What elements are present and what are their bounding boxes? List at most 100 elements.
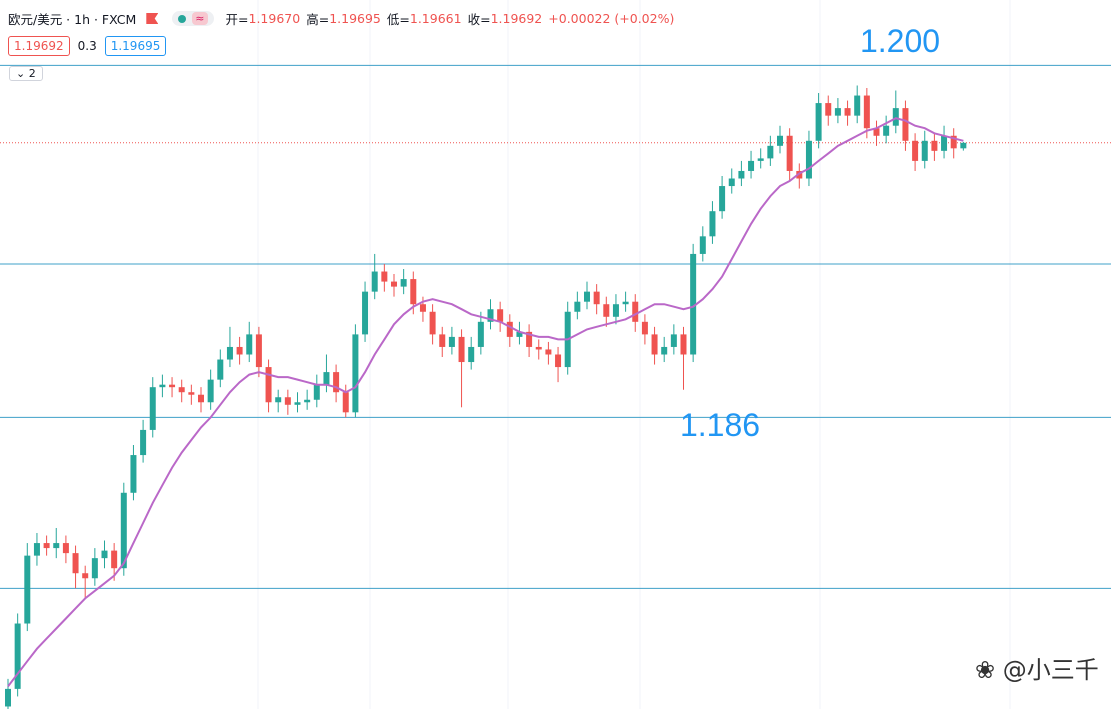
legend-header: 欧元/美元 · 1h · FXCM ≈ 开= 1.19670 高= 1.19695 … [8, 9, 680, 28]
candle-body [236, 346, 243, 355]
candle-body [323, 372, 330, 385]
candle-body [439, 334, 446, 347]
candle-body [62, 543, 69, 554]
candle-body [719, 186, 726, 212]
candle-body [43, 543, 50, 549]
candle-body [198, 394, 204, 403]
candle-body [371, 271, 378, 292]
candle-body [863, 95, 870, 129]
candle-body [815, 103, 822, 141]
level-label: 1.186 [680, 407, 760, 443]
low-value: 1.19661 [409, 11, 462, 26]
candle-body [670, 334, 677, 347]
spread: 0.3 [77, 39, 97, 53]
candle-body [342, 392, 349, 413]
candle-body [458, 336, 465, 363]
candle-body [690, 253, 697, 355]
candle-body [892, 108, 899, 126]
candle-body [545, 349, 552, 355]
watermark: ❀ @小三千 [975, 650, 1099, 685]
candle-body [651, 334, 658, 355]
candle-body [130, 455, 137, 493]
candle-body [207, 379, 214, 403]
indicator-count: 2 [28, 67, 36, 80]
candle-body [603, 304, 610, 317]
candle-body [641, 321, 648, 335]
candle-body [304, 399, 311, 403]
candle-body [284, 397, 291, 405]
candle-body [844, 108, 851, 116]
candle-body [169, 384, 176, 388]
candle-body [902, 108, 909, 141]
candle-body [805, 140, 812, 179]
candle-body [477, 321, 484, 347]
candle-body [728, 178, 735, 187]
bid-button[interactable]: 1.19692 [8, 36, 70, 56]
candle-body [748, 160, 755, 171]
candle-body [178, 387, 185, 393]
candle-body [120, 492, 127, 569]
candle-body [82, 573, 89, 579]
watermark-text: @小三千 [1002, 656, 1099, 684]
candle-body [419, 304, 426, 312]
market-dot [178, 14, 187, 23]
candle-body [101, 550, 108, 559]
candle-body [516, 331, 523, 337]
candle-body [555, 354, 562, 368]
candle-body [410, 279, 417, 305]
candle-body [255, 334, 262, 368]
candle-body [188, 392, 195, 395]
symbol: 欧元/美元 · 1h · FXCM [8, 12, 137, 27]
candle-body [921, 140, 928, 161]
candle-body [777, 135, 783, 146]
candle-body [14, 623, 21, 689]
candle-body [854, 95, 861, 116]
candle-body [487, 309, 494, 322]
open-value: 1.19670 [248, 11, 301, 26]
candle-body [950, 135, 957, 149]
candle-body [149, 387, 156, 430]
candle-body [111, 550, 118, 569]
candle-body [535, 346, 542, 350]
status-pill[interactable]: ≈ [172, 11, 214, 26]
ask-button[interactable]: 1.19695 [104, 36, 167, 56]
quote-row: 1.19692 0.3 1.19695 [8, 36, 167, 56]
low-label: 低= [386, 12, 410, 27]
high-value: 1.19695 [329, 11, 381, 26]
candle-body [497, 309, 504, 322]
candle-body [91, 558, 98, 579]
candle-body [140, 429, 147, 456]
candle-body [699, 236, 706, 254]
candle-body [767, 145, 774, 159]
indicator-icon: ≈ [192, 12, 208, 25]
candle-body [738, 170, 745, 179]
close-label: 收= [467, 12, 491, 27]
candle-body [622, 301, 629, 305]
candle-body [333, 372, 340, 393]
candle-body [526, 331, 533, 347]
candle-body [24, 555, 31, 624]
candle-body [661, 346, 668, 355]
candle-body [53, 543, 60, 549]
candle-body [275, 397, 282, 403]
candle-body [593, 291, 600, 305]
level-label: 1.200 [860, 23, 940, 59]
candle-body [468, 346, 475, 363]
candle-body [757, 158, 764, 161]
candle-body [941, 135, 948, 151]
candle-body [931, 140, 938, 151]
candle-body [33, 543, 40, 556]
candle-body [429, 311, 436, 335]
flag-icon[interactable] [146, 13, 159, 24]
candle-body [294, 402, 301, 405]
candle-body [883, 125, 890, 136]
indicator-toggle[interactable]: ⌄ 2 [9, 66, 43, 81]
moving-average [7, 117, 964, 688]
candle-body [506, 321, 513, 337]
candle-body [873, 128, 880, 136]
candle-body [680, 334, 687, 355]
candle-body [265, 367, 272, 403]
candle-body [352, 334, 359, 413]
